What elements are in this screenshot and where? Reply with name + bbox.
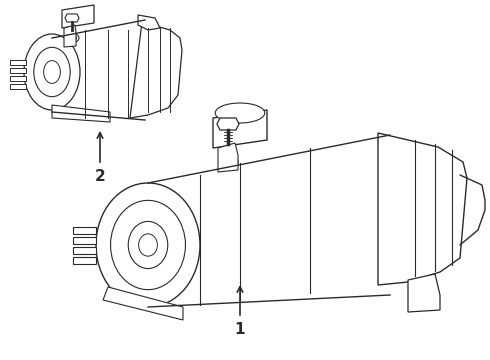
- Polygon shape: [52, 105, 110, 122]
- Polygon shape: [73, 237, 96, 244]
- Polygon shape: [10, 84, 26, 89]
- Polygon shape: [103, 287, 183, 320]
- Ellipse shape: [139, 234, 157, 256]
- Ellipse shape: [34, 47, 70, 97]
- Ellipse shape: [226, 158, 234, 166]
- Text: 2: 2: [95, 168, 105, 184]
- Ellipse shape: [111, 201, 185, 290]
- Polygon shape: [64, 25, 76, 47]
- Polygon shape: [218, 143, 238, 172]
- Polygon shape: [378, 133, 467, 285]
- Ellipse shape: [128, 221, 168, 269]
- Ellipse shape: [215, 103, 265, 123]
- Polygon shape: [10, 76, 26, 81]
- Polygon shape: [408, 274, 440, 312]
- Polygon shape: [10, 68, 26, 73]
- Polygon shape: [73, 227, 96, 234]
- Ellipse shape: [222, 155, 238, 169]
- Ellipse shape: [44, 60, 60, 84]
- Polygon shape: [62, 5, 94, 28]
- Ellipse shape: [72, 36, 76, 40]
- Polygon shape: [10, 60, 26, 65]
- Polygon shape: [138, 15, 160, 30]
- Polygon shape: [217, 118, 239, 130]
- Ellipse shape: [96, 183, 200, 307]
- Polygon shape: [73, 257, 96, 264]
- Polygon shape: [73, 247, 96, 254]
- Polygon shape: [130, 22, 182, 118]
- Polygon shape: [65, 14, 79, 22]
- Ellipse shape: [24, 34, 80, 110]
- Text: 1: 1: [235, 323, 245, 338]
- Ellipse shape: [69, 34, 79, 42]
- Polygon shape: [213, 110, 267, 148]
